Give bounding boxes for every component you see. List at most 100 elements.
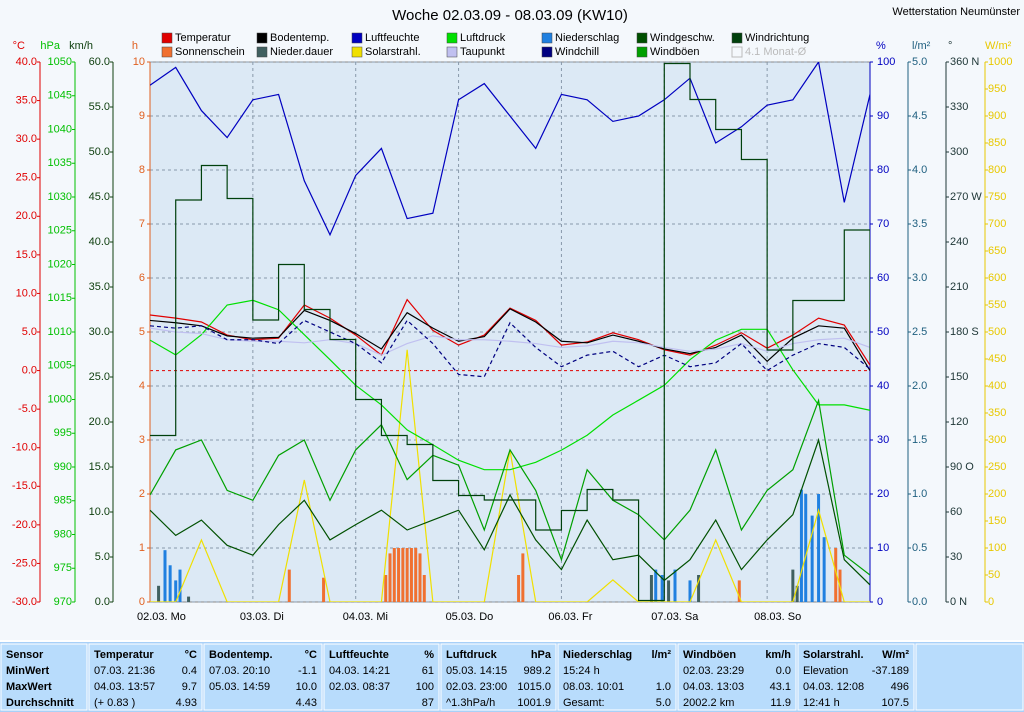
bar xyxy=(822,537,826,602)
y-tick-label: -20.0 xyxy=(12,519,37,531)
table-value: 4.93 xyxy=(176,697,197,709)
y-tick-label: 980 xyxy=(54,528,72,540)
y-tick-label: 800 xyxy=(988,164,1006,176)
y-tick-label: 3.0 xyxy=(912,272,927,284)
legend-label: Bodentemp. xyxy=(270,32,329,44)
table-text: 04.03. 13:03 xyxy=(683,681,744,693)
table-value: 0.0 xyxy=(776,665,791,677)
y-tick-label: 985 xyxy=(54,495,72,507)
axis-unit: km/h xyxy=(69,40,93,52)
y-tick-label: 1.0 xyxy=(912,488,927,500)
y-tick-label: 5.0 xyxy=(22,326,37,338)
y-tick-label: 25.0 xyxy=(16,172,37,184)
y-tick-label: 5.0 xyxy=(912,56,927,68)
table-value: 0.4 xyxy=(182,665,197,677)
table-unit: l/m² xyxy=(651,649,671,661)
y-tick-label: -25.0 xyxy=(12,557,37,569)
legend-label: Luftfeuchte xyxy=(365,32,419,44)
table-text: 02.03. 23:29 xyxy=(683,665,744,677)
table-text: 04.03. 14:21 xyxy=(329,665,390,677)
y-tick-label: 360 N xyxy=(950,56,979,68)
table-text: 12:41 h xyxy=(803,697,840,709)
y-tick-label: 35.0 xyxy=(89,281,110,293)
bar xyxy=(804,494,808,602)
y-tick-label: 210 xyxy=(950,281,968,293)
y-tick-label: 9 xyxy=(139,110,145,122)
axis-unit: ° xyxy=(948,40,952,52)
table-value: 496 xyxy=(891,681,909,693)
series-line xyxy=(150,308,870,371)
y-tick-label: 100 xyxy=(877,56,895,68)
table-value: 5.0 xyxy=(656,697,671,709)
legend-label: Sonnenschein xyxy=(175,46,245,58)
table-text: 07.03. 20:10 xyxy=(209,665,270,677)
legend-swatch xyxy=(541,46,553,58)
y-tick-label: 330 xyxy=(950,101,968,113)
table-value: 4.43 xyxy=(296,697,317,709)
bar xyxy=(178,569,182,602)
table-header: Solarstrahl. xyxy=(803,649,864,661)
y-tick-label: 100 xyxy=(988,542,1006,554)
y-tick-label: 30.0 xyxy=(89,326,110,338)
y-tick-label: 4 xyxy=(139,380,145,392)
table-cell xyxy=(88,643,203,711)
bar xyxy=(521,553,525,602)
series-line xyxy=(150,437,870,586)
table-header: Sensor xyxy=(6,649,44,661)
bar xyxy=(673,569,677,602)
y-tick-label: 900 xyxy=(988,110,1006,122)
bar xyxy=(817,494,821,602)
table-header: Niederschlag xyxy=(563,649,632,661)
legend-swatch xyxy=(636,32,648,44)
y-tick-label: 0.5 xyxy=(912,542,927,554)
table-unit: °C xyxy=(305,649,317,661)
bar xyxy=(418,553,422,602)
y-tick-label: 4.5 xyxy=(912,110,927,122)
table-value: 100 xyxy=(416,681,434,693)
series-line xyxy=(150,327,870,356)
bar xyxy=(834,548,838,602)
bar xyxy=(388,553,392,602)
table-text: 04.03. 12:08 xyxy=(803,681,864,693)
legend-label: Temperatur xyxy=(175,32,231,44)
table-header: Temperatur xyxy=(94,649,154,661)
y-tick-label: 850 xyxy=(988,137,1006,149)
y-tick-label: 1000 xyxy=(988,56,1012,68)
axis-unit: °C xyxy=(13,40,25,52)
y-tick-label: 6 xyxy=(139,272,145,284)
bar xyxy=(667,580,671,602)
y-tick-label: 7 xyxy=(139,218,145,230)
table-cell xyxy=(677,643,797,711)
y-tick-label: 20.0 xyxy=(16,210,37,222)
legend-swatch xyxy=(161,32,173,44)
y-tick-label: 300 xyxy=(988,434,1006,446)
table-value: 1001.9 xyxy=(517,697,551,709)
x-tick-label: 08.03. So xyxy=(754,611,801,623)
table-text: MaxWert xyxy=(6,681,52,693)
plot xyxy=(150,62,870,602)
y-tick-label: 60 xyxy=(950,506,962,518)
legend-swatch xyxy=(161,46,173,58)
table-value: -37.189 xyxy=(872,665,909,677)
bar xyxy=(287,569,291,602)
y-tick-label: 200 xyxy=(988,488,1006,500)
y-tick-label: 20.0 xyxy=(89,416,110,428)
axis-unit: W/m² xyxy=(985,40,1012,52)
y-tick-label: 60 xyxy=(877,272,889,284)
y-tick-label: 970 xyxy=(54,596,72,608)
y-tick-label: 700 xyxy=(988,218,1006,230)
bar xyxy=(163,550,167,602)
y-tick-label: 10.0 xyxy=(16,287,37,299)
legend-swatch xyxy=(636,46,648,58)
bar xyxy=(405,548,409,602)
legend-label: Solarstrahl. xyxy=(365,46,421,58)
y-tick-label: 250 xyxy=(988,461,1006,473)
legend-label: Luftdruck xyxy=(460,32,506,44)
y-tick-label: -10.0 xyxy=(12,442,37,454)
y-tick-label: 50.0 xyxy=(89,146,110,158)
bar xyxy=(791,569,795,602)
legend-checkbox[interactable] xyxy=(731,46,743,58)
y-tick-label: -5.0 xyxy=(18,403,37,415)
y-tick-label: 1000 xyxy=(48,393,72,405)
y-tick-label: 400 xyxy=(988,380,1006,392)
